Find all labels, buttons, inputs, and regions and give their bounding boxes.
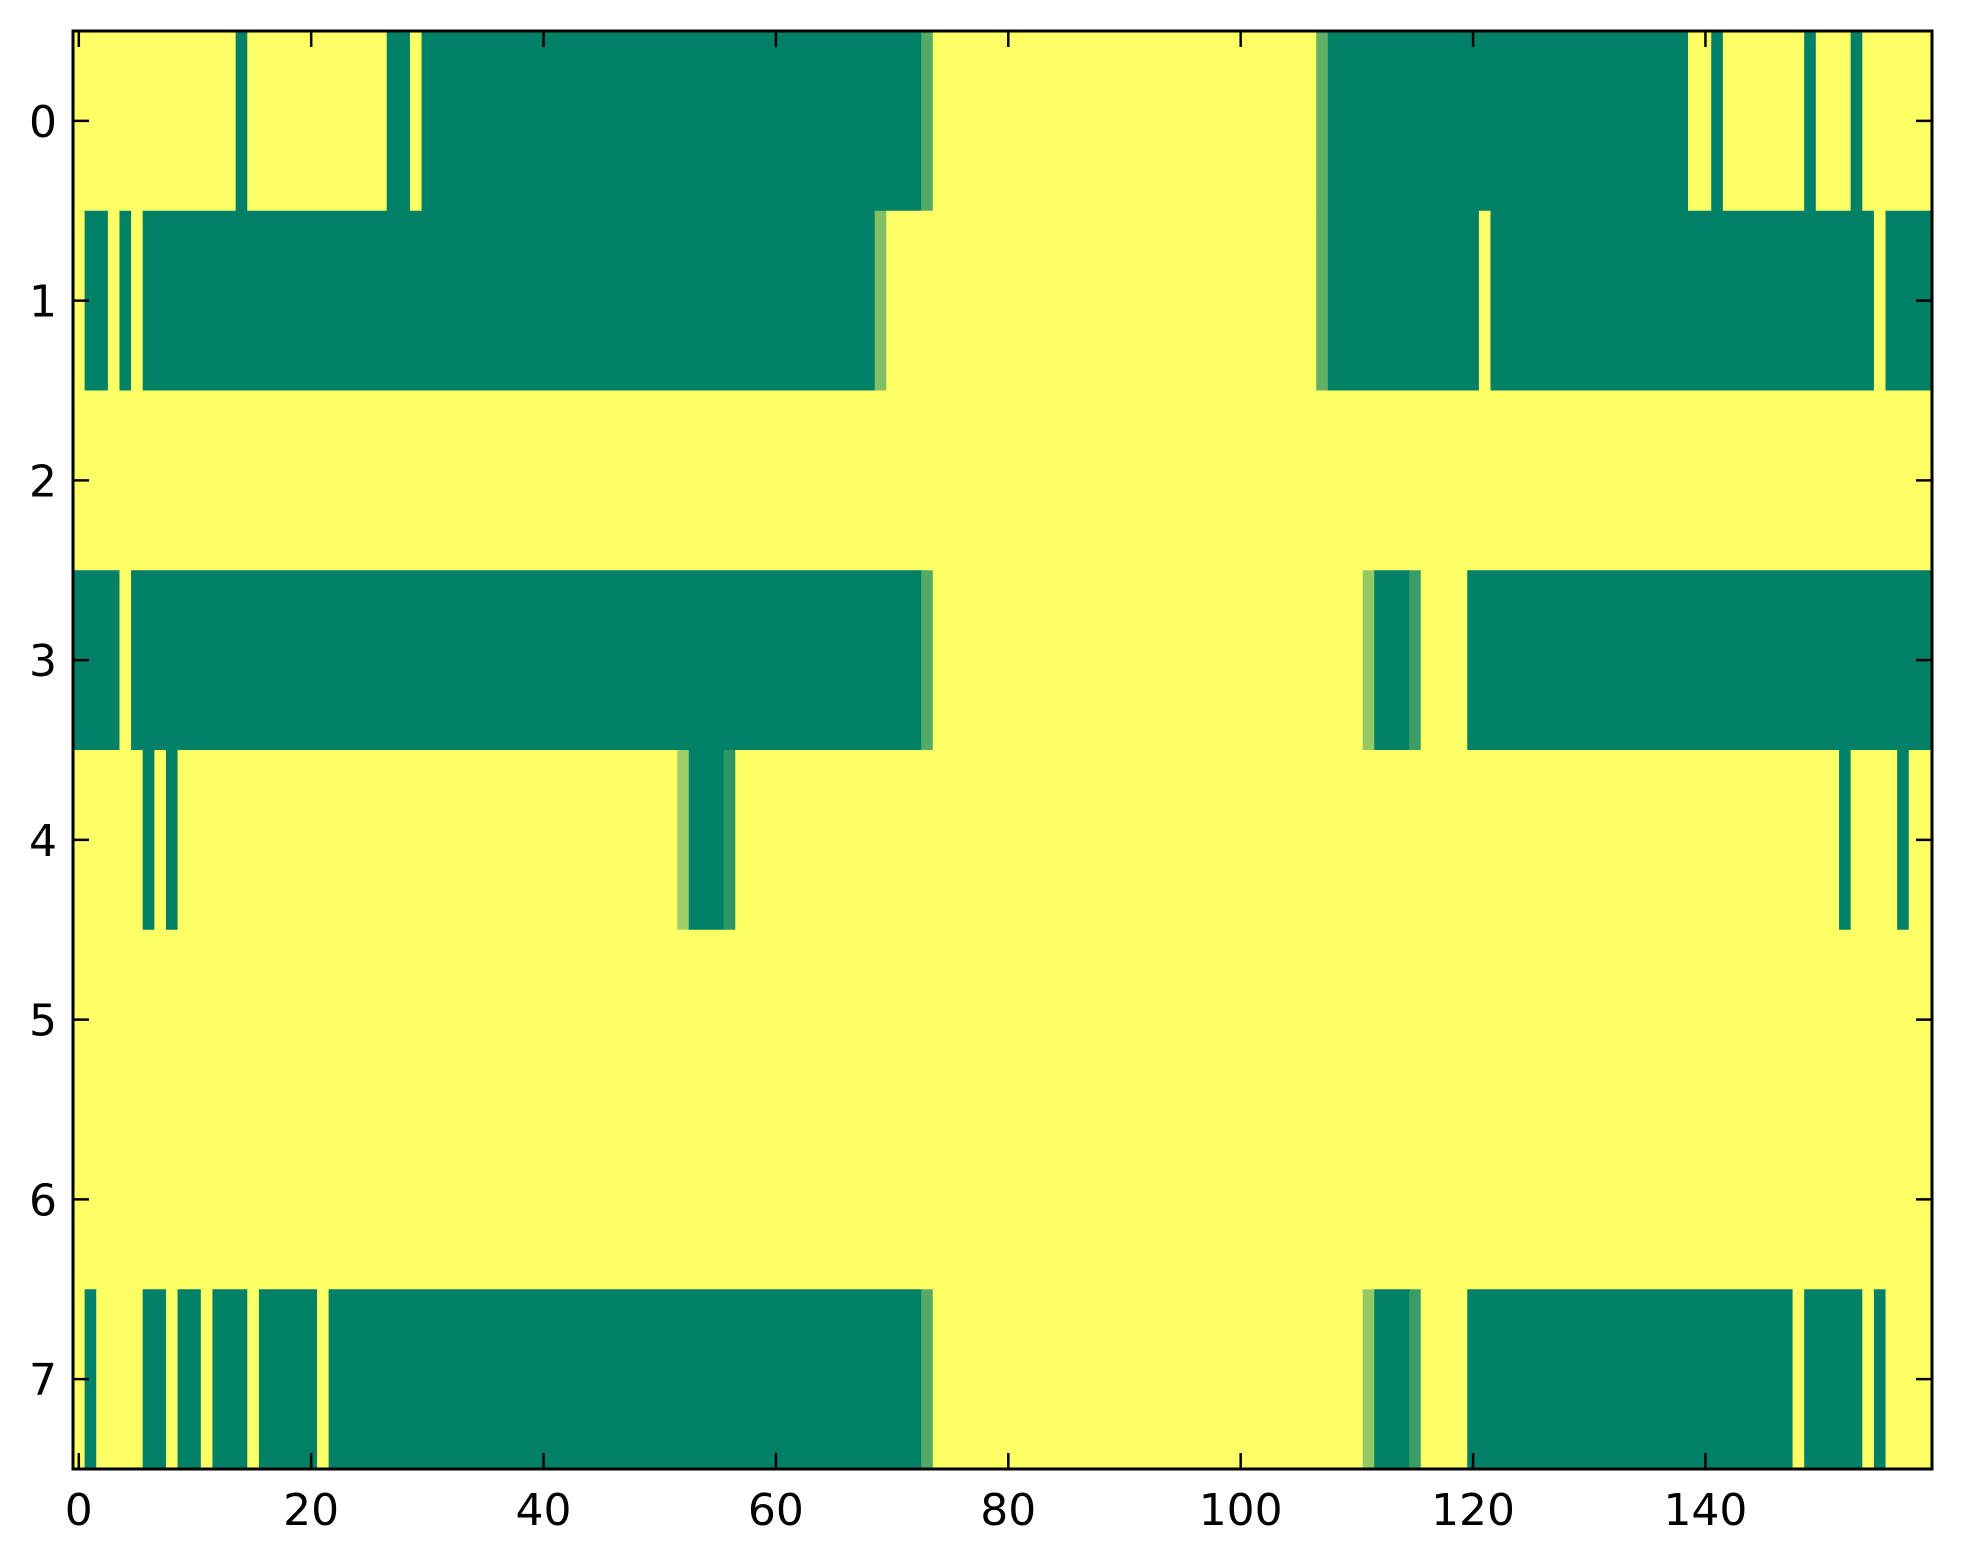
y-axis-tick-labels: 0 1 2 3 4 5 6 7	[29, 97, 57, 1406]
heatmap-cell-run-row3-8	[1420, 570, 1468, 751]
heatmap-cell-run-row3-9	[1467, 570, 1933, 751]
y-tick-label: 5	[29, 996, 57, 1047]
heatmap-cell-run-row2-0	[73, 390, 1933, 571]
heatmap-cell-run-row5-0	[73, 929, 1933, 1111]
y-tick-label: 4	[29, 816, 57, 867]
x-tick-label: 80	[980, 1485, 1036, 1536]
heatmap-cell-run-row4-3	[165, 750, 179, 931]
heatmap-cell-run-row7-12	[921, 1289, 934, 1470]
heatmap-cell-run-row7-13	[932, 1289, 1364, 1470]
y-tick-label: 1	[29, 277, 57, 328]
heatmap-cell-run-row0-13	[1804, 31, 1817, 212]
heatmap-cell-run-row4-8	[735, 750, 1840, 931]
heatmap-cell-run-row7-6	[200, 1289, 214, 1470]
heatmap-cell-run-row7-10	[316, 1289, 330, 1470]
heatmap-cell-run-row7-7	[212, 1289, 248, 1470]
heatmap-cell-run-row7-17	[1420, 1289, 1468, 1470]
heatmap-cell-run-row0-4	[409, 31, 423, 212]
x-tick-label: 140	[1663, 1485, 1747, 1536]
axes-frame	[71, 29, 1934, 1471]
x-tick-label: 60	[748, 1485, 804, 1536]
heatmap-cell-run-row3-7	[1409, 570, 1422, 751]
y-tick-label: 6	[29, 1175, 57, 1226]
heatmap-cell-run-row1-11	[1490, 210, 1875, 392]
x-tick-label: 120	[1431, 1485, 1515, 1536]
heatmap-cell-run-row0-3	[386, 31, 411, 212]
axis-ticks	[73, 31, 1932, 1469]
heatmap-cell-run-row0-8	[1316, 31, 1329, 212]
heatmap-cell-run-row0-11	[1711, 31, 1724, 212]
heatmap-cell-run-row1-2	[107, 210, 121, 392]
heatmap-cell-run-row7-3	[142, 1289, 167, 1470]
y-tick-label: 7	[29, 1355, 57, 1406]
heatmap-cell-run-row7-5	[177, 1289, 202, 1470]
heatmap-cell-run-row0-15	[1850, 31, 1863, 212]
heatmap-cell-run-row4-7	[723, 750, 736, 931]
heatmap-cell-run-row0-2	[247, 31, 388, 212]
heatmap-cell-run-row0-0	[73, 31, 237, 212]
x-tick-label: 100	[1199, 1485, 1283, 1536]
x-tick-label: 0	[65, 1485, 93, 1536]
heatmap-cell-run-row7-8	[247, 1289, 260, 1470]
y-tick-label: 2	[29, 456, 57, 507]
heatmap-cell-run-row0-14	[1815, 31, 1852, 212]
x-axis-tick-labels: 0 20 40 60 80 100 120 140	[65, 1485, 1748, 1536]
heatmap-cell-run-row3-2	[131, 570, 922, 751]
heatmap-cell-run-row0-7	[932, 31, 1317, 212]
heatmap-cell-run-row7-2	[96, 1289, 144, 1470]
heatmap-cell-run-row6-0	[73, 1109, 1933, 1290]
heatmap-cell-run-row3-5	[1362, 570, 1375, 751]
heatmap-cell-run-row3-4	[932, 570, 1364, 751]
heatmap-cell-run-row1-1	[84, 210, 109, 392]
heatmap-cell-run-row4-1	[142, 750, 155, 931]
heatmap-cell-run-row3-1	[119, 570, 132, 751]
heatmap-cell-run-row4-2	[154, 750, 167, 931]
heatmap-cell-run-row1-8	[1316, 210, 1329, 392]
heatmap-cell-run-row4-9	[1839, 750, 1852, 931]
heatmap-cell-run-row7-16	[1409, 1289, 1422, 1470]
heatmap-cell-run-row0-6	[921, 31, 934, 212]
y-tick-label: 0	[29, 97, 57, 148]
heatmap-cell-run-row4-4	[177, 750, 678, 931]
x-tick-label: 40	[516, 1485, 572, 1536]
heatmap-cell-run-row0-9	[1327, 31, 1689, 212]
heatmap-cell-run-row4-6	[688, 750, 725, 931]
heatmap-cell-run-row1-4	[131, 210, 144, 392]
heatmap-cell-run-row1-6	[874, 210, 887, 392]
heatmap-cell-run-row0-10	[1688, 31, 1712, 212]
heatmap-cell-run-row1-12	[1873, 210, 1887, 392]
heatmap-cell-run-row1-7	[886, 210, 1317, 392]
heatmap-cell-run-row7-15	[1374, 1289, 1410, 1470]
heatmap-cell-run-row1-5	[142, 210, 876, 392]
heatmap-cell-run-row7-9	[258, 1289, 318, 1470]
heatmap-cell-run-row7-22	[1873, 1289, 1887, 1470]
heatmap-cell-run-row7-19	[1792, 1289, 1805, 1470]
heatmap-cell-run-row3-6	[1374, 570, 1410, 751]
y-tick-label: 3	[29, 636, 57, 687]
heatmap-cell-run-row4-10	[1850, 750, 1898, 931]
heatmap-cell-run-row7-11	[328, 1289, 922, 1470]
heatmap-cell-run-row1-3	[119, 210, 132, 392]
heatmap-cell-run-row4-11	[1897, 750, 1910, 931]
heatmap-cell-run-row7-14	[1362, 1289, 1375, 1470]
heatmap-cell-run-row1-9	[1327, 210, 1480, 392]
heatmap-cell-run-row7-4	[165, 1289, 179, 1470]
heatmap-cell-run-row7-1	[84, 1289, 97, 1470]
heatmap-cell-run-row3-3	[921, 570, 934, 751]
x-tick-label: 20	[283, 1485, 339, 1536]
heatmap-cell-run-row0-1	[235, 31, 248, 212]
heatmap-cell-run-row0-5	[421, 31, 922, 212]
heatmap-cell-run-row7-20	[1804, 1289, 1863, 1470]
heatmap-cell-run-row7-18	[1467, 1289, 1794, 1470]
heatmap-cells	[73, 31, 1933, 1470]
heatmap-cell-run-row4-5	[677, 750, 690, 931]
heatmap-cell-run-row7-21	[1862, 1289, 1875, 1470]
heatmap-cell-run-row1-10	[1478, 210, 1492, 392]
heatmap-cell-run-row0-12	[1722, 31, 1805, 212]
